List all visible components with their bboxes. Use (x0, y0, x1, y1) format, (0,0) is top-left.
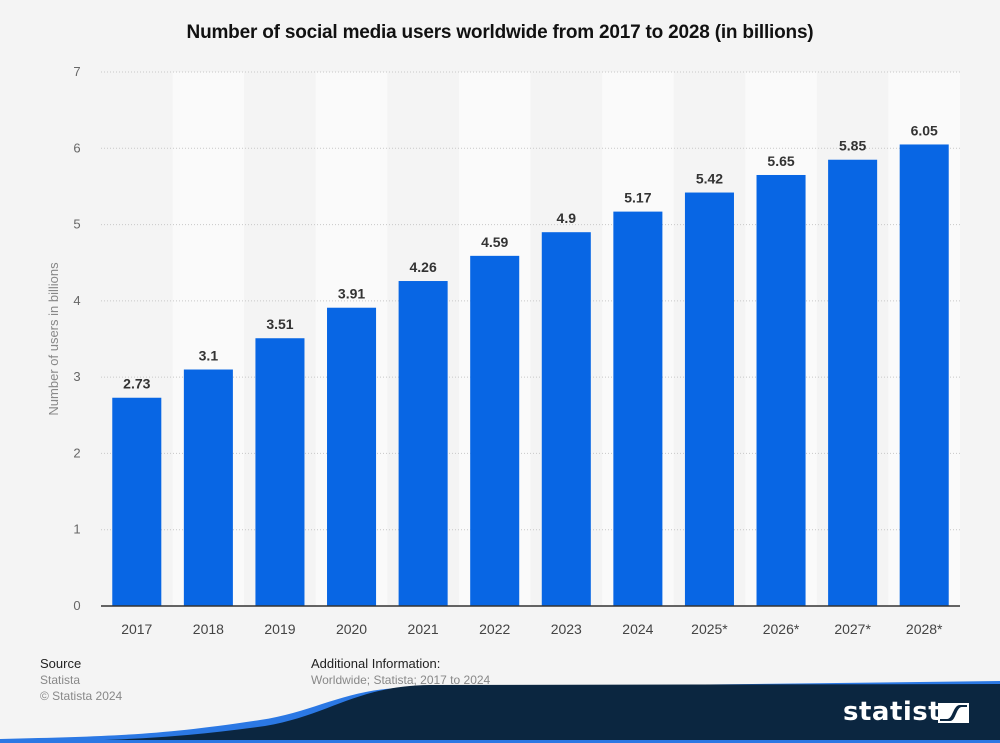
data-label: 5.17 (624, 190, 651, 206)
x-tick-label: 2017 (121, 621, 152, 637)
x-tick-label: 2021 (408, 621, 439, 637)
y-tick-label: 3 (73, 369, 80, 384)
data-label: 6.05 (911, 122, 938, 138)
bar[interactable] (899, 144, 949, 606)
data-label: 4.59 (481, 234, 508, 250)
gridlines (101, 71, 960, 531)
x-tick-label: 2027* (834, 621, 871, 637)
y-tick-label: 7 (73, 64, 80, 79)
x-tick-label: 2019 (264, 621, 295, 637)
data-label: 5.42 (696, 171, 723, 187)
additional-info-heading: Additional Information: (311, 656, 441, 671)
y-tick-label: 4 (73, 293, 80, 308)
y-tick-label: 5 (73, 217, 80, 232)
x-tick-label: 2022 (479, 621, 510, 637)
y-tick-label: 0 (73, 598, 80, 613)
data-labels: 2.73 3.1 3.51 3.91 4.26 4.59 4.9 5.17 5.42 5.65 5.… (123, 122, 938, 391)
x-tick-label: 2025* (691, 621, 728, 637)
bar-chart: 2.73 3.1 3.51 3.91 4.26 4.59 4.9 5.17 5.42 5.65 5.… (46, 64, 960, 637)
bar[interactable] (398, 281, 448, 606)
x-tick-label: 2024 (622, 621, 653, 637)
x-tick-label: 2023 (551, 621, 582, 637)
x-tick-label: 2028* (906, 621, 943, 637)
bar[interactable] (828, 159, 878, 606)
additional-info-block: Additional Information: Worldwide; Stati… (311, 656, 490, 688)
source-block: Source Statista © Statista 2024 (40, 656, 122, 704)
copyright: © Statista 2024 (40, 689, 123, 703)
additional-info-text: Worldwide; Statista; 2017 to 2024 (311, 673, 491, 687)
y-axis-ticks: 0 1 2 3 4 5 6 7 (73, 64, 80, 613)
data-label: 2.73 (123, 376, 150, 392)
bar[interactable] (613, 211, 663, 607)
data-label: 3.91 (338, 286, 365, 302)
source-heading: Source (40, 656, 82, 671)
x-tick-label: 2020 (336, 621, 367, 637)
data-label: 5.65 (767, 153, 794, 169)
bar[interactable] (255, 338, 305, 606)
bar[interactable] (756, 174, 806, 606)
data-label: 3.51 (266, 316, 293, 332)
bars (112, 144, 949, 607)
y-tick-label: 1 (73, 522, 80, 537)
data-label: 5.85 (839, 138, 866, 154)
x-tick-label: 2018 (193, 621, 224, 637)
data-label: 3.1 (199, 348, 219, 364)
bar[interactable] (112, 397, 162, 606)
statista-logo-icon (938, 703, 969, 723)
bar[interactable] (541, 232, 591, 606)
y-tick-label: 6 (73, 140, 80, 155)
bar[interactable] (684, 192, 734, 606)
x-axis-ticks: 2017 2018 2019 2020 2021 2022 2023 2024 2025* 202… (121, 621, 943, 637)
chart-title: Number of social media users worldwide f… (186, 22, 814, 43)
data-label: 4.9 (557, 210, 577, 226)
data-label: 4.26 (410, 259, 437, 275)
bar[interactable] (183, 369, 233, 606)
bar[interactable] (470, 255, 520, 606)
y-tick-label: 2 (73, 445, 80, 460)
x-tick-label: 2026* (763, 621, 800, 637)
y-axis-label: Number of users in billions (46, 262, 61, 416)
source-link[interactable]: Statista (40, 673, 81, 687)
bar[interactable] (327, 307, 377, 606)
